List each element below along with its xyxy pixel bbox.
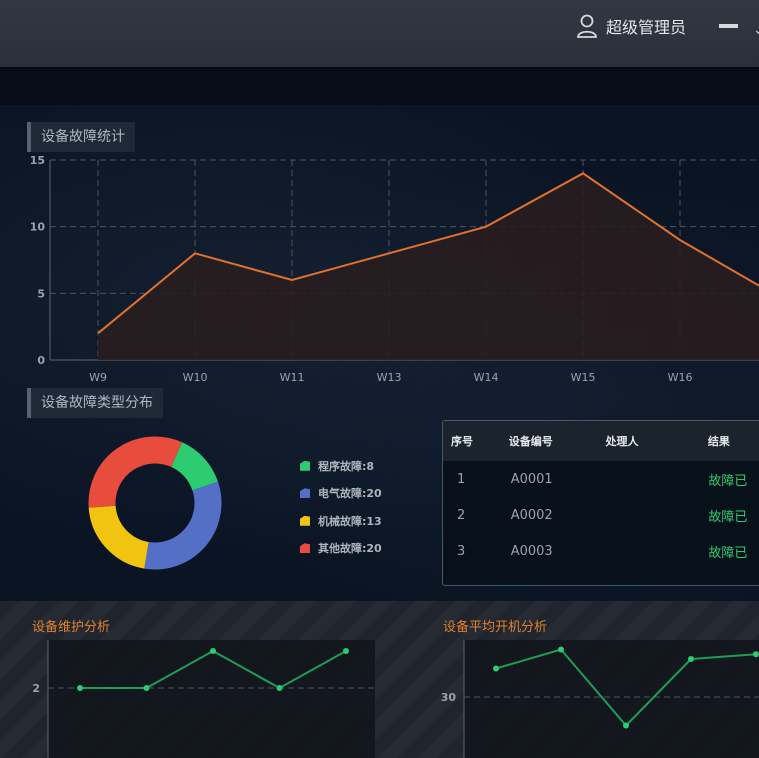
donut-slice bbox=[170, 442, 218, 491]
minimize-icon[interactable] bbox=[719, 24, 738, 28]
cell-index: 2 bbox=[457, 507, 466, 523]
user-name: 超级管理员 bbox=[606, 18, 687, 37]
fault-table: 序号 设备编号 处理人 结果 1 A0001 故障已 2 A0002 故障已 3… bbox=[442, 420, 759, 586]
cell-index: 1 bbox=[457, 471, 466, 487]
y-tick-label: 0 bbox=[37, 354, 45, 367]
col-header-index[interactable]: 序号 bbox=[451, 435, 473, 448]
data-point bbox=[558, 646, 564, 653]
legend-swatch bbox=[300, 515, 310, 526]
user-icon bbox=[577, 14, 597, 38]
table-header: 序号 设备编号 处理人 结果 bbox=[443, 421, 759, 461]
data-point bbox=[623, 722, 629, 729]
donut-slice bbox=[88, 505, 150, 569]
plot-area bbox=[464, 640, 759, 758]
fault-type-donut bbox=[88, 436, 222, 570]
uptime-chart: 30 bbox=[441, 640, 759, 758]
chevron-icon[interactable]: ⌄ bbox=[753, 22, 759, 38]
y-tick-label: 5 bbox=[37, 287, 45, 300]
x-tick-label: W11 bbox=[280, 371, 305, 384]
maintenance-chart: 2 bbox=[32, 640, 375, 758]
series-line bbox=[97, 172, 759, 335]
legend-item[interactable]: 其他故障:20 bbox=[300, 535, 382, 563]
y-tick-label: 10 bbox=[30, 221, 46, 234]
data-point bbox=[343, 648, 349, 654]
data-point bbox=[276, 685, 283, 691]
user-menu[interactable]: 超级管理员 bbox=[576, 14, 686, 38]
table-row[interactable]: 3 A0003 故障已 bbox=[443, 533, 759, 569]
cell-index: 3 bbox=[457, 543, 466, 559]
legend-swatch bbox=[300, 460, 310, 471]
legend-label: 程序故障:8 bbox=[318, 459, 375, 473]
fault-stats-chart: 0 5 10 15 W9 W10 W11 W13 W14 W15 W16 bbox=[30, 154, 759, 384]
area-fill bbox=[98, 173, 759, 360]
cell-result: 故障已 bbox=[708, 545, 748, 561]
col-header-result[interactable]: 结果 bbox=[707, 435, 730, 448]
fault-stats-title: 设备故障统计 bbox=[27, 122, 135, 152]
legend-label: 机械故障:13 bbox=[318, 514, 382, 528]
x-tick-label: W13 bbox=[377, 371, 402, 384]
legend-item[interactable]: 机械故障:13 bbox=[300, 507, 382, 535]
legend-item[interactable]: 程序故障:8 bbox=[300, 452, 382, 480]
cell-code: A0001 bbox=[510, 471, 553, 487]
x-tick-label: W16 bbox=[668, 371, 693, 384]
maintenance-title: 设备维护分析 bbox=[32, 620, 111, 635]
top-bar: 超级管理员 ⌄ bbox=[0, 0, 759, 67]
fault-type-title: 设备故障类型分布 bbox=[27, 388, 163, 418]
data-point bbox=[210, 648, 216, 654]
data-point bbox=[143, 685, 150, 691]
donut-slice bbox=[88, 436, 183, 508]
legend-label: 其他故障:20 bbox=[318, 542, 382, 556]
col-header-handler[interactable]: 处理人 bbox=[605, 435, 639, 448]
cell-code: A0003 bbox=[510, 543, 553, 559]
y-tick-label: 2 bbox=[32, 682, 40, 695]
y-tick-label: 15 bbox=[30, 154, 45, 167]
table-row[interactable]: 1 A0001 故障已 bbox=[443, 461, 759, 497]
donut-legend: 程序故障:8 电气故障:20 机械故障:13 其他故障:20 bbox=[300, 452, 382, 562]
legend-swatch bbox=[300, 543, 310, 554]
nav-band bbox=[0, 67, 759, 106]
x-tick-label: W14 bbox=[474, 371, 499, 384]
x-tick-label: W10 bbox=[183, 371, 208, 384]
legend-item[interactable]: 电气故障:20 bbox=[300, 480, 382, 508]
data-point bbox=[688, 656, 694, 662]
uptime-title: 设备平均开机分析 bbox=[443, 620, 548, 635]
table-row[interactable]: 2 A0002 故障已 bbox=[443, 497, 759, 533]
cell-result: 故障已 bbox=[708, 509, 748, 525]
cell-code: A0002 bbox=[510, 507, 553, 523]
cell-result: 故障已 bbox=[708, 473, 748, 489]
col-header-code[interactable]: 设备编号 bbox=[508, 435, 553, 448]
x-tick-label: W9 bbox=[89, 371, 107, 384]
plot-area bbox=[48, 640, 375, 758]
data-point bbox=[493, 665, 499, 672]
legend-swatch bbox=[300, 488, 310, 499]
y-tick-label: 30 bbox=[441, 691, 457, 704]
data-point bbox=[753, 651, 759, 658]
data-point bbox=[77, 685, 83, 691]
donut-slice bbox=[144, 481, 222, 570]
x-tick-label: W15 bbox=[571, 371, 596, 384]
legend-label: 电气故障:20 bbox=[318, 487, 382, 501]
